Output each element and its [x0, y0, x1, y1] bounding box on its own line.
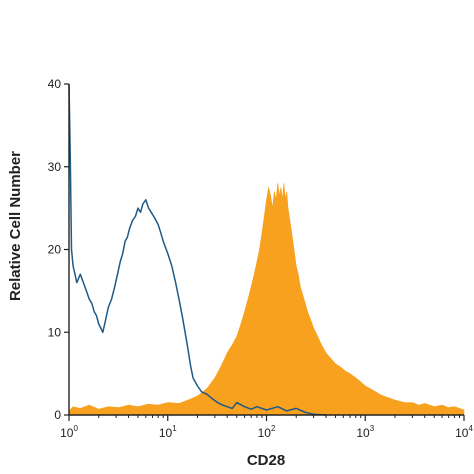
y-tick-label: 20	[48, 243, 62, 257]
series-0-area	[68, 183, 465, 416]
x-axis-title: CD28	[247, 452, 285, 469]
x-tick-label: 103	[356, 424, 374, 440]
y-tick-label: 30	[48, 160, 62, 174]
y-tick-label: 40	[48, 77, 62, 91]
y-axis-title: Relative Cell Number	[7, 151, 24, 301]
x-tick-label: 100	[60, 424, 78, 440]
series-1-line	[68, 83, 327, 416]
y-tick-label: 10	[48, 325, 62, 339]
x-tick-label: 101	[159, 424, 177, 440]
series-layer	[68, 83, 465, 416]
x-tick-label: 102	[258, 424, 276, 440]
ticks-layer: 0 10 20 30 40 100 101 102 103 104	[48, 77, 474, 440]
y-tick-label: 0	[54, 408, 61, 422]
x-tick-label: 104	[455, 424, 473, 440]
